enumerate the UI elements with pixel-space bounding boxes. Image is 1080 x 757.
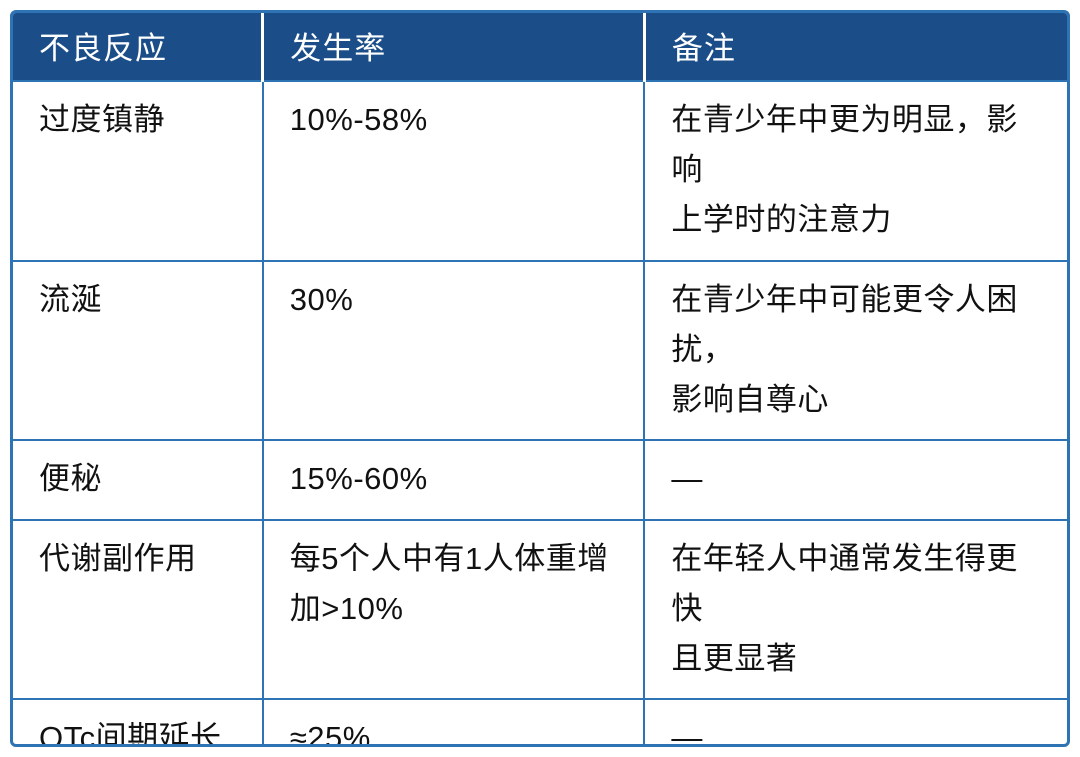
table-row: 过度镇静 10%-58% 在青少年中更为明显，影响 上学时的注意力 xyxy=(13,80,1067,261)
col-header-notes: 备注 xyxy=(642,13,1067,81)
table-header-row: 不良反应 发生率 备注 xyxy=(13,13,1067,81)
cell-note: 在青少年中可能更令人困扰， 影响自尊心 xyxy=(643,259,1067,441)
table-row: 便秘 15%-60% — xyxy=(13,439,1067,520)
adverse-reactions-table: 不良反应 发生率 备注 过度镇静 10%-58% 在青少年中更为明显，影响 上学… xyxy=(10,10,1070,747)
cell-rate: 30% xyxy=(261,259,645,441)
cell-rate: ≈25% xyxy=(261,698,645,744)
cell-reaction: 过度镇静 xyxy=(13,80,263,261)
table-row: QTc间期延长 /心动过速 ≈25% — xyxy=(13,698,1067,744)
cell-rate: 15%-60% xyxy=(261,439,645,520)
cell-reaction: 代谢副作用 xyxy=(13,518,263,700)
col-header-incidence-rate: 发生率 xyxy=(261,13,645,81)
cell-reaction: 流涎 xyxy=(13,259,263,441)
data-table: 不良反应 发生率 备注 过度镇静 10%-58% 在青少年中更为明显，影响 上学… xyxy=(13,13,1067,744)
cell-note: 在青少年中更为明显，影响 上学时的注意力 xyxy=(643,80,1067,261)
cell-rate: 每5个人中有1人体重增 加>10% xyxy=(261,518,645,700)
table-row: 代谢副作用 每5个人中有1人体重增 加>10% 在年轻人中通常发生得更快 且更显… xyxy=(13,518,1067,700)
cell-note: 在年轻人中通常发生得更快 且更显著 xyxy=(643,518,1067,700)
cell-note: — xyxy=(643,439,1067,520)
cell-reaction: QTc间期延长 /心动过速 xyxy=(13,698,263,744)
cell-reaction: 便秘 xyxy=(13,439,263,520)
cell-rate: 10%-58% xyxy=(261,80,645,261)
cell-note: — xyxy=(643,698,1067,744)
table-row: 流涎 30% 在青少年中可能更令人困扰， 影响自尊心 xyxy=(13,259,1067,441)
col-header-adverse-reaction: 不良反应 xyxy=(13,13,263,81)
